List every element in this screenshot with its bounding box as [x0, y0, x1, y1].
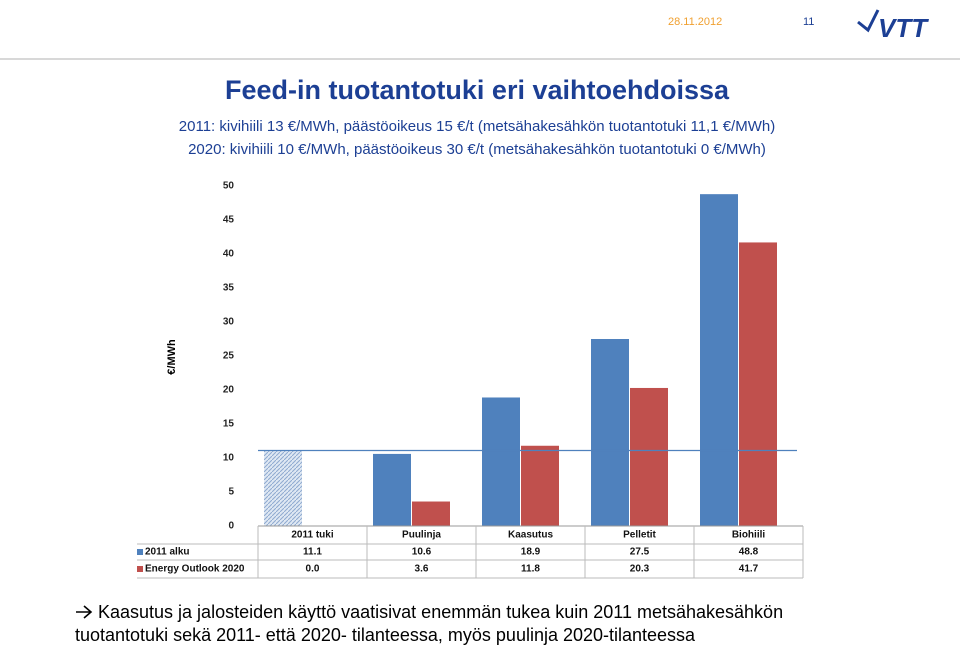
table-value: 3.6 — [415, 564, 429, 575]
y-tick-label: 50 — [223, 181, 235, 192]
bar — [482, 397, 520, 526]
legend-label: Energy Outlook 2020 — [145, 564, 245, 575]
x-tick-label: 2011 tuki — [291, 530, 333, 541]
table-value: 0.0 — [306, 564, 320, 575]
logo: VTT — [878, 13, 929, 43]
legend-swatch — [137, 566, 143, 572]
legend-swatch — [137, 549, 143, 555]
bar — [700, 194, 738, 526]
x-tick-label: Puulinja — [402, 530, 441, 541]
date: 28.11.2012 — [668, 16, 722, 28]
y-tick-label: 15 — [223, 419, 235, 430]
table-value: 27.5 — [630, 547, 650, 558]
bar — [591, 339, 629, 526]
y-tick-label: 10 — [223, 453, 235, 464]
y-tick-label: 30 — [223, 317, 235, 328]
y-tick-label: 25 — [223, 351, 235, 362]
table-value: 11.8 — [521, 564, 540, 575]
table-value: 10.6 — [412, 547, 432, 558]
y-tick-label: 20 — [223, 385, 235, 396]
table-value: 11.1 — [303, 547, 322, 558]
footer-text: Kaasutus ja jalosteiden käyttö vaatisiva… — [98, 602, 783, 622]
subtitle: 2020: kivihiili 10 €/MWh, päästöoikeus 3… — [188, 141, 766, 158]
y-tick-label: 5 — [228, 487, 234, 498]
bar — [412, 501, 450, 526]
logo-mark — [857, 9, 880, 33]
y-tick-label: 0 — [228, 521, 234, 532]
x-tick-label: Kaasutus — [508, 530, 553, 541]
y-tick-label: 40 — [223, 249, 235, 260]
legend-label: 2011 alku — [145, 547, 189, 558]
bar — [373, 453, 411, 526]
y-tick-label: 45 — [223, 215, 235, 226]
title: Feed-in tuotantotuki eri vaihtoehdoissa — [225, 75, 730, 105]
bar — [630, 387, 668, 526]
x-tick-label: Biohiili — [732, 530, 766, 541]
arrow-icon — [76, 605, 93, 619]
table-value: 20.3 — [630, 564, 650, 575]
table-value: 48.8 — [739, 547, 759, 558]
page-number: 11 — [803, 16, 814, 28]
y-axis-label: €/MWh — [166, 339, 178, 375]
y-tick-label: 35 — [223, 283, 235, 294]
bar — [521, 445, 559, 526]
table-value: 41.7 — [739, 564, 759, 575]
bar — [264, 450, 302, 526]
subtitle: 2011: kivihiili 13 €/MWh, päästöoikeus 1… — [179, 118, 775, 135]
footer-text: tuotantotuki sekä 2011- että 2020- tilan… — [75, 625, 696, 645]
table-value: 18.9 — [521, 547, 541, 558]
x-tick-label: Pelletit — [623, 530, 656, 541]
bar — [739, 242, 777, 526]
